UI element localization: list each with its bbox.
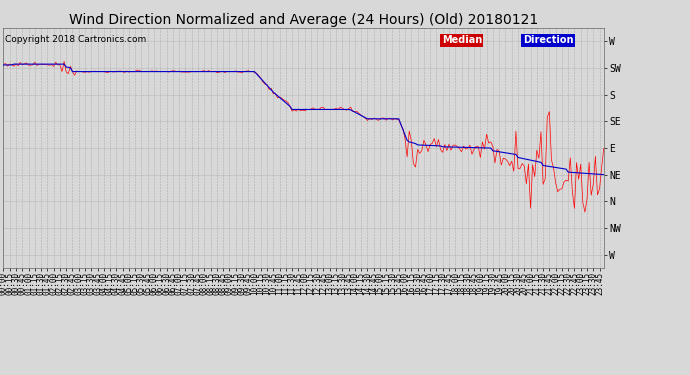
Text: Wind Direction Normalized and Average (24 Hours) (Old) 20180121: Wind Direction Normalized and Average (2… bbox=[69, 13, 538, 27]
Text: Copyright 2018 Cartronics.com: Copyright 2018 Cartronics.com bbox=[5, 35, 146, 44]
Text: Direction: Direction bbox=[523, 35, 573, 45]
Text: Median: Median bbox=[442, 35, 482, 45]
